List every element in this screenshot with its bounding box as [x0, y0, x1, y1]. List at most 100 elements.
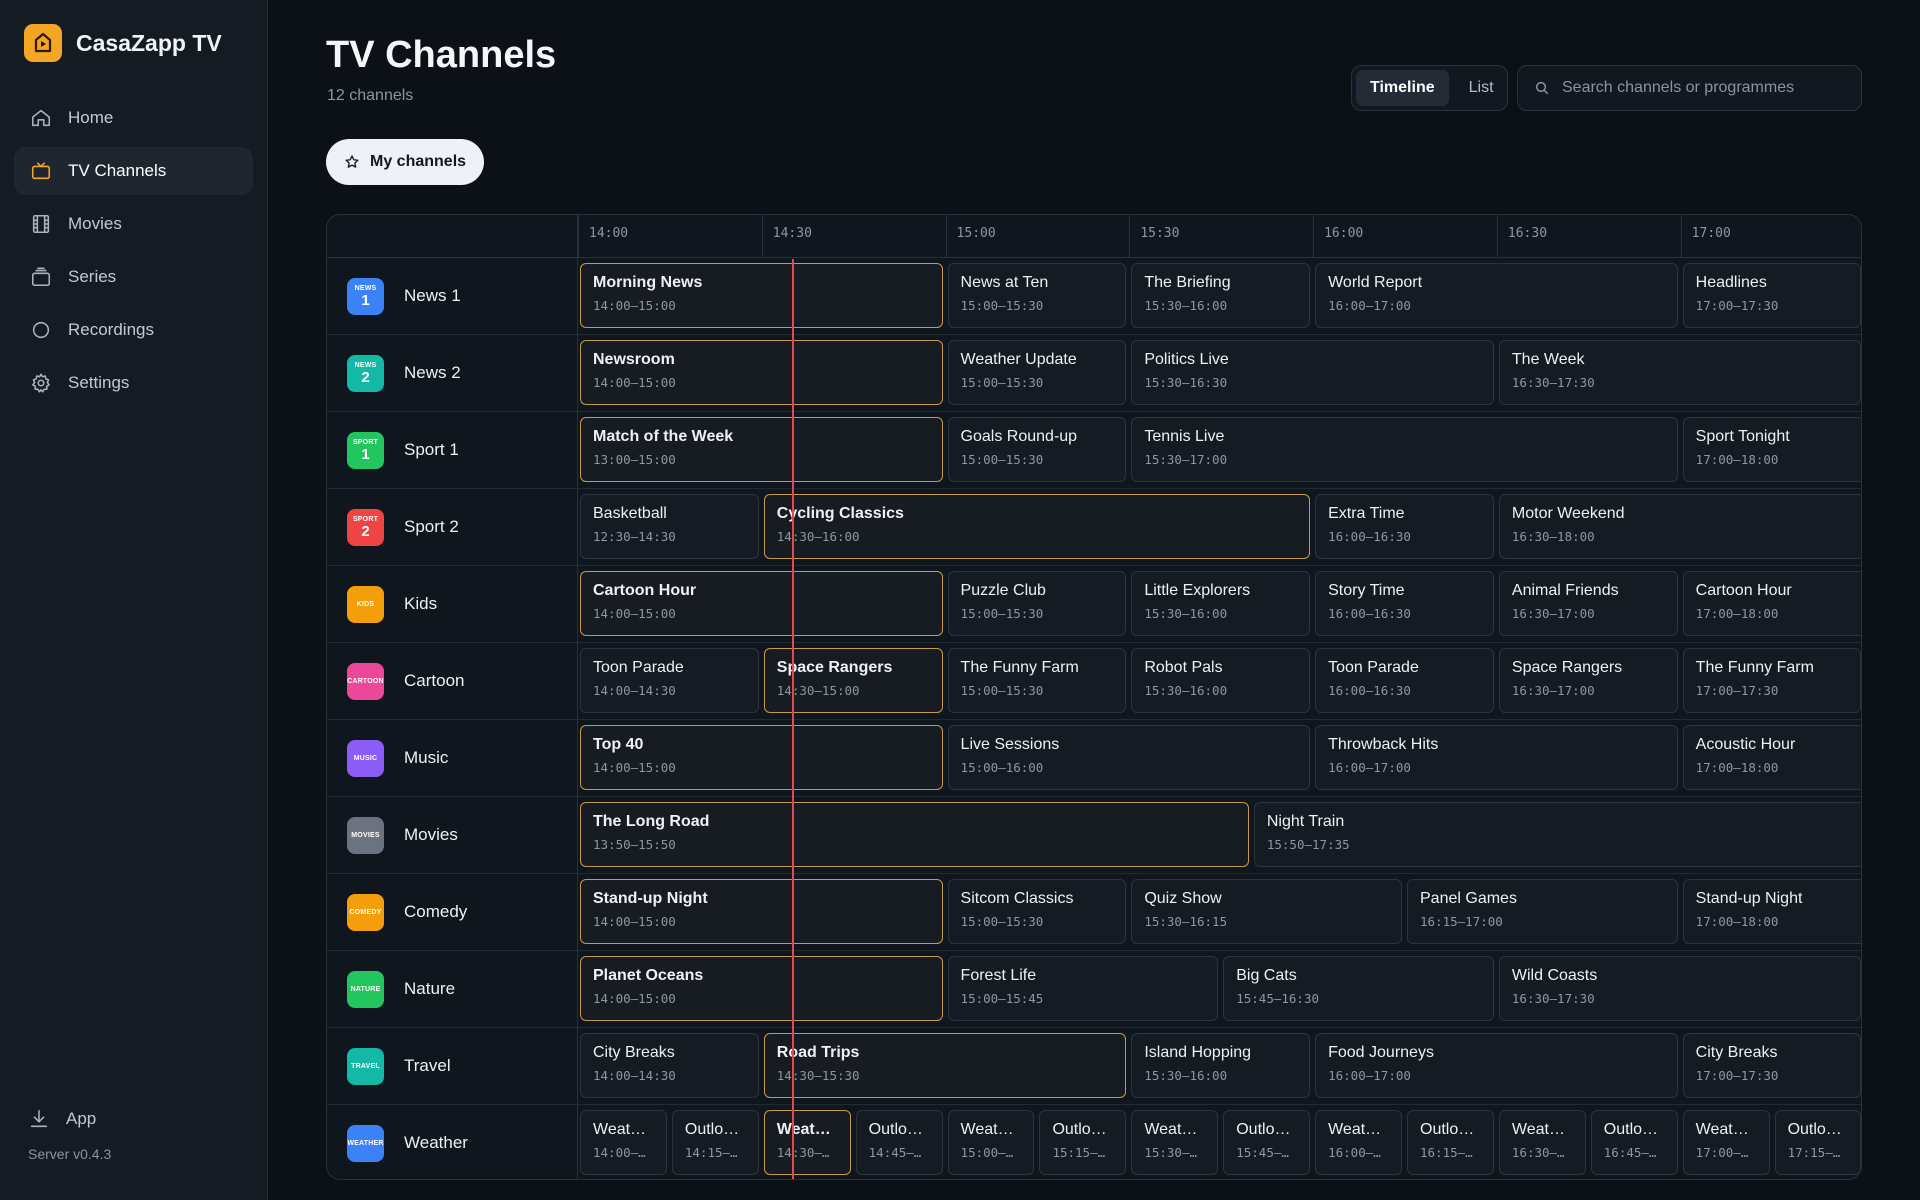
programme-card[interactable]: City Breaks 17:00–17:30 — [1682, 1033, 1861, 1098]
programme-card[interactable]: Outlo… 16:15–… — [1407, 1110, 1494, 1175]
programme-card[interactable]: Puzzle Club 15:00–15:30 — [947, 571, 1127, 636]
programme-card-live[interactable]: Stand-up Night 14:00–15:00 — [580, 879, 943, 944]
programme-card[interactable]: Robot Pals 15:30–16:00 — [1131, 648, 1311, 713]
programme-time: 15:00–16:00 — [960, 760, 1044, 775]
programme-card[interactable]: Little Explorers 15:30–16:00 — [1131, 571, 1311, 636]
programme-card[interactable]: Headlines 17:00–17:30 — [1682, 263, 1861, 328]
brand[interactable]: CasaZapp TV — [24, 24, 222, 62]
programme-card[interactable]: Weat… 17:00–… — [1682, 1110, 1770, 1175]
programme-card[interactable]: Outlo… 15:45–… — [1223, 1110, 1311, 1175]
channel-label[interactable]: MOVIES Movies — [327, 797, 578, 873]
channel-label[interactable]: NEWS 2 News 2 — [327, 335, 578, 411]
programme-card[interactable]: Island Hopping 15:30–16:00 — [1131, 1033, 1311, 1098]
sidebar-item-recordings[interactable]: Recordings — [14, 306, 253, 354]
sidebar-item-home[interactable]: Home — [14, 94, 253, 142]
programme-title: Toon Parade — [1328, 659, 1419, 676]
programme-card-live[interactable]: Cycling Classics 14:30–16:00 — [763, 494, 1311, 559]
programme-card[interactable]: Acoustic Hour 17:00–18:00 — [1682, 725, 1861, 790]
channel-label[interactable]: NATURE Nature — [327, 951, 578, 1027]
programme-card[interactable]: Story Time 16:00–16:30 — [1315, 571, 1494, 636]
programme-time: 15:00–15:45 — [960, 991, 1044, 1006]
programme-title: Forest Life — [960, 967, 1037, 984]
search-input[interactable] — [1562, 79, 1852, 97]
programme-card-live[interactable]: The Long Road 13:50–15:50 — [580, 802, 1249, 867]
current-time-indicator — [792, 259, 795, 1179]
programme-card[interactable]: World Report 16:00–17:00 — [1315, 263, 1678, 328]
programme-card[interactable]: Sitcom Classics 15:00–15:30 — [947, 879, 1127, 944]
programme-card[interactable]: Weat… 15:30–… — [1131, 1110, 1219, 1175]
programme-card[interactable]: Night Train 15:50–17:35 — [1253, 802, 1861, 867]
programme-card[interactable]: Live Sessions 15:00–16:00 — [947, 725, 1311, 790]
programme-card[interactable]: News at Ten 15:00–15:30 — [947, 263, 1127, 328]
programme-card[interactable]: Politics Live 15:30–16:30 — [1131, 340, 1494, 405]
programme-card[interactable]: The Funny Farm 15:00–15:30 — [947, 648, 1127, 713]
programme-card-live[interactable]: Space Rangers 14:30–15:00 — [763, 648, 943, 713]
programme-card[interactable]: The Funny Farm 17:00–17:30 — [1682, 648, 1861, 713]
programme-card[interactable]: Toon Parade 14:00–14:30 — [580, 648, 759, 713]
programme-card[interactable]: Outlo… 14:45–… — [855, 1110, 943, 1175]
programme-card[interactable]: Toon Parade 16:00–16:30 — [1315, 648, 1494, 713]
programme-card[interactable]: Outlo… 16:45–… — [1590, 1110, 1678, 1175]
programme-card[interactable]: Wild Coasts 16:30–17:30 — [1498, 956, 1861, 1021]
programme-card[interactable]: Weat… 15:00–… — [947, 1110, 1035, 1175]
channel-label[interactable]: CARTOON Cartoon — [327, 643, 578, 719]
programme-card[interactable]: The Week 16:30–17:30 — [1498, 340, 1861, 405]
channel-label[interactable]: COMEDY Comedy — [327, 874, 578, 950]
programme-card[interactable]: Sport Tonight 17:00–18:00 — [1682, 417, 1861, 482]
sidebar-item-settings[interactable]: Settings — [14, 359, 253, 407]
channel-logo: TRAVEL — [347, 1047, 384, 1085]
programme-card[interactable]: Stand-up Night 17:00–18:00 — [1682, 879, 1861, 944]
channel-label[interactable]: NEWS 1 News 1 — [327, 258, 578, 334]
programme-card-live[interactable]: Match of the Week 13:00–15:00 — [580, 417, 943, 482]
channel-label[interactable]: KIDS Kids — [327, 566, 578, 642]
programme-card[interactable]: Weat… 16:30–… — [1498, 1110, 1586, 1175]
programme-card[interactable]: Motor Weekend 16:30–18:00 — [1498, 494, 1861, 559]
programme-title: Outlo… — [868, 1121, 923, 1138]
programme-card[interactable]: Big Cats 15:45–16:30 — [1223, 956, 1494, 1021]
programme-card-live[interactable]: Morning News 14:00–15:00 — [580, 263, 943, 328]
programme-card[interactable]: Basketball 12:30–14:30 — [580, 494, 759, 559]
channel-label[interactable]: TRAVEL Travel — [327, 1028, 578, 1104]
sidebar-item-label: TV Channels — [68, 161, 167, 180]
sidebar-item-tv-channels[interactable]: TV Channels — [14, 147, 253, 195]
programme-card[interactable]: Outlo… 14:15–… — [671, 1110, 759, 1175]
programme-card[interactable]: Panel Games 16:15–17:00 — [1407, 879, 1678, 944]
programme-card[interactable]: Outlo… 17:15–… — [1774, 1110, 1861, 1175]
programme-card[interactable]: Food Journeys 16:00–17:00 — [1315, 1033, 1678, 1098]
programme-time: 14:00–14:30 — [593, 683, 676, 698]
search-icon — [1535, 81, 1549, 95]
programme-card[interactable]: Animal Friends 16:30–17:00 — [1498, 571, 1678, 636]
programme-card[interactable]: Weather Update 15:00–15:30 — [947, 340, 1127, 405]
programme-card[interactable]: Outlo… 15:15–… — [1039, 1110, 1127, 1175]
app-download-link[interactable]: App — [28, 1108, 111, 1130]
programme-card[interactable]: Throwback Hits 16:00–17:00 — [1315, 725, 1678, 790]
sidebar-item-series[interactable]: Series — [14, 253, 253, 301]
my-channels-button[interactable]: My channels — [326, 139, 485, 185]
programme-card[interactable]: Weat… 16:00–… — [1315, 1110, 1402, 1175]
channel-label[interactable]: MUSIC Music — [327, 720, 578, 796]
programme-card[interactable]: Weat… 14:00–… — [580, 1110, 667, 1175]
channel-label[interactable]: WEATHER Weather — [327, 1105, 578, 1179]
programme-card[interactable]: City Breaks 14:00–14:30 — [580, 1033, 759, 1098]
programme-card[interactable]: Space Rangers 16:30–17:00 — [1498, 648, 1678, 713]
programme-card[interactable]: Cartoon Hour 17:00–18:00 — [1682, 571, 1861, 636]
time-tick: 14:30 — [761, 215, 946, 258]
programme-card[interactable]: Tennis Live 15:30–17:00 — [1131, 417, 1678, 482]
sidebar-item-movies[interactable]: Movies — [14, 200, 253, 248]
programme-card-live[interactable]: Top 40 14:00–15:00 — [580, 725, 943, 790]
programme-card[interactable]: The Briefing 15:30–16:00 — [1131, 263, 1311, 328]
channel-label[interactable]: SPORT 1 Sport 1 — [327, 412, 578, 488]
programme-card-live[interactable]: Planet Oceans 14:00–15:00 — [580, 956, 943, 1021]
programme-card[interactable]: Quiz Show 15:30–16:15 — [1131, 879, 1402, 944]
programme-card[interactable]: Extra Time 16:00–16:30 — [1315, 494, 1494, 559]
channel-label[interactable]: SPORT 2 Sport 2 — [327, 489, 578, 565]
programme-time: 13:50–15:50 — [593, 837, 676, 852]
programme-card-live[interactable]: Road Trips 14:30–15:30 — [763, 1033, 1127, 1098]
programme-card-live[interactable]: Newsroom 14:00–15:00 — [580, 340, 943, 405]
list-view-button[interactable]: List — [1468, 79, 1494, 96]
programme-card[interactable]: Forest Life 15:00–15:45 — [947, 956, 1219, 1021]
programme-card-live[interactable]: Weat… 14:30–… — [763, 1110, 851, 1175]
programme-card-live[interactable]: Cartoon Hour 14:00–15:00 — [580, 571, 943, 636]
programme-card[interactable]: Goals Round-up 15:00–15:30 — [947, 417, 1127, 482]
timeline-view-button[interactable]: Timeline — [1356, 70, 1449, 106]
